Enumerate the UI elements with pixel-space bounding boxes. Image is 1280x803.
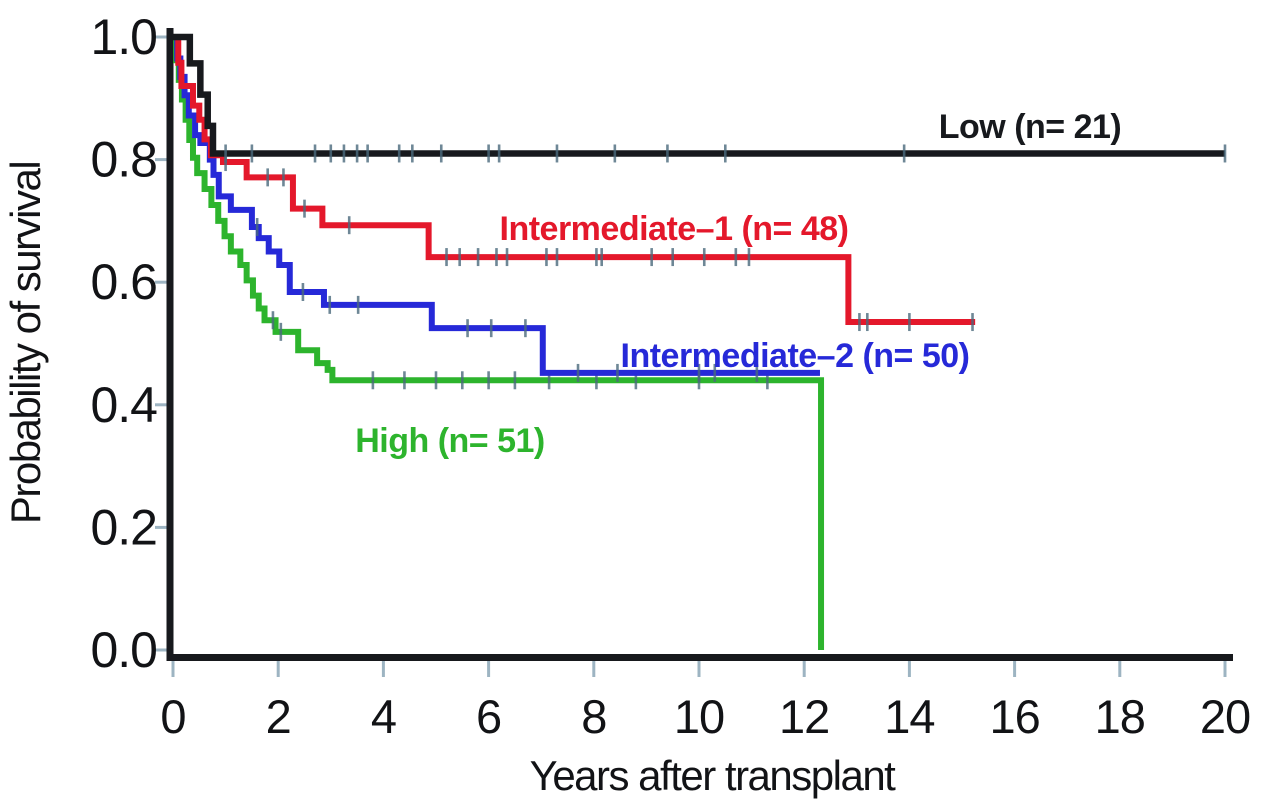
x-tick-label: 10 (674, 690, 724, 743)
x-tick-label: 2 (266, 690, 291, 743)
y-tick-label: 0.2 (90, 499, 157, 555)
curve-label-low: Low (n= 21) (939, 108, 1121, 146)
curve-label-high: High (n= 51) (355, 422, 545, 460)
x-tick-label: 4 (371, 690, 396, 743)
x-axis-title: Years after transplant (530, 752, 897, 799)
x-tick-label: 8 (581, 690, 606, 743)
survival-curve-intermediate-1 (173, 34, 976, 326)
y-tick-label: 1.0 (90, 9, 157, 65)
y-tick-label: 0.4 (90, 377, 157, 433)
x-tick-label: 14 (884, 690, 934, 743)
x-tick-label: 12 (779, 690, 829, 743)
y-axis-title: Probability of survival (2, 162, 49, 524)
curve-label-intermediate-2: Intermediate–2 (n= 50) (621, 337, 970, 375)
survival-curve-high (173, 34, 825, 650)
x-tick-label: 0 (160, 690, 185, 743)
curve-label-intermediate-1: Intermediate–1 (n= 48) (500, 210, 849, 248)
x-tick-label: 18 (1095, 690, 1145, 743)
y-tick-label: 0.8 (90, 132, 157, 188)
x-tick-label: 16 (989, 690, 1039, 743)
x-tick-label: 6 (476, 690, 501, 743)
y-tick-label: 0.6 (90, 254, 157, 310)
y-tick-label: 0.0 (90, 622, 157, 678)
survival-curve-low (173, 33, 1225, 157)
x-tick-label: 20 (1200, 690, 1250, 743)
survival-curve-intermediate-2 (173, 34, 820, 376)
